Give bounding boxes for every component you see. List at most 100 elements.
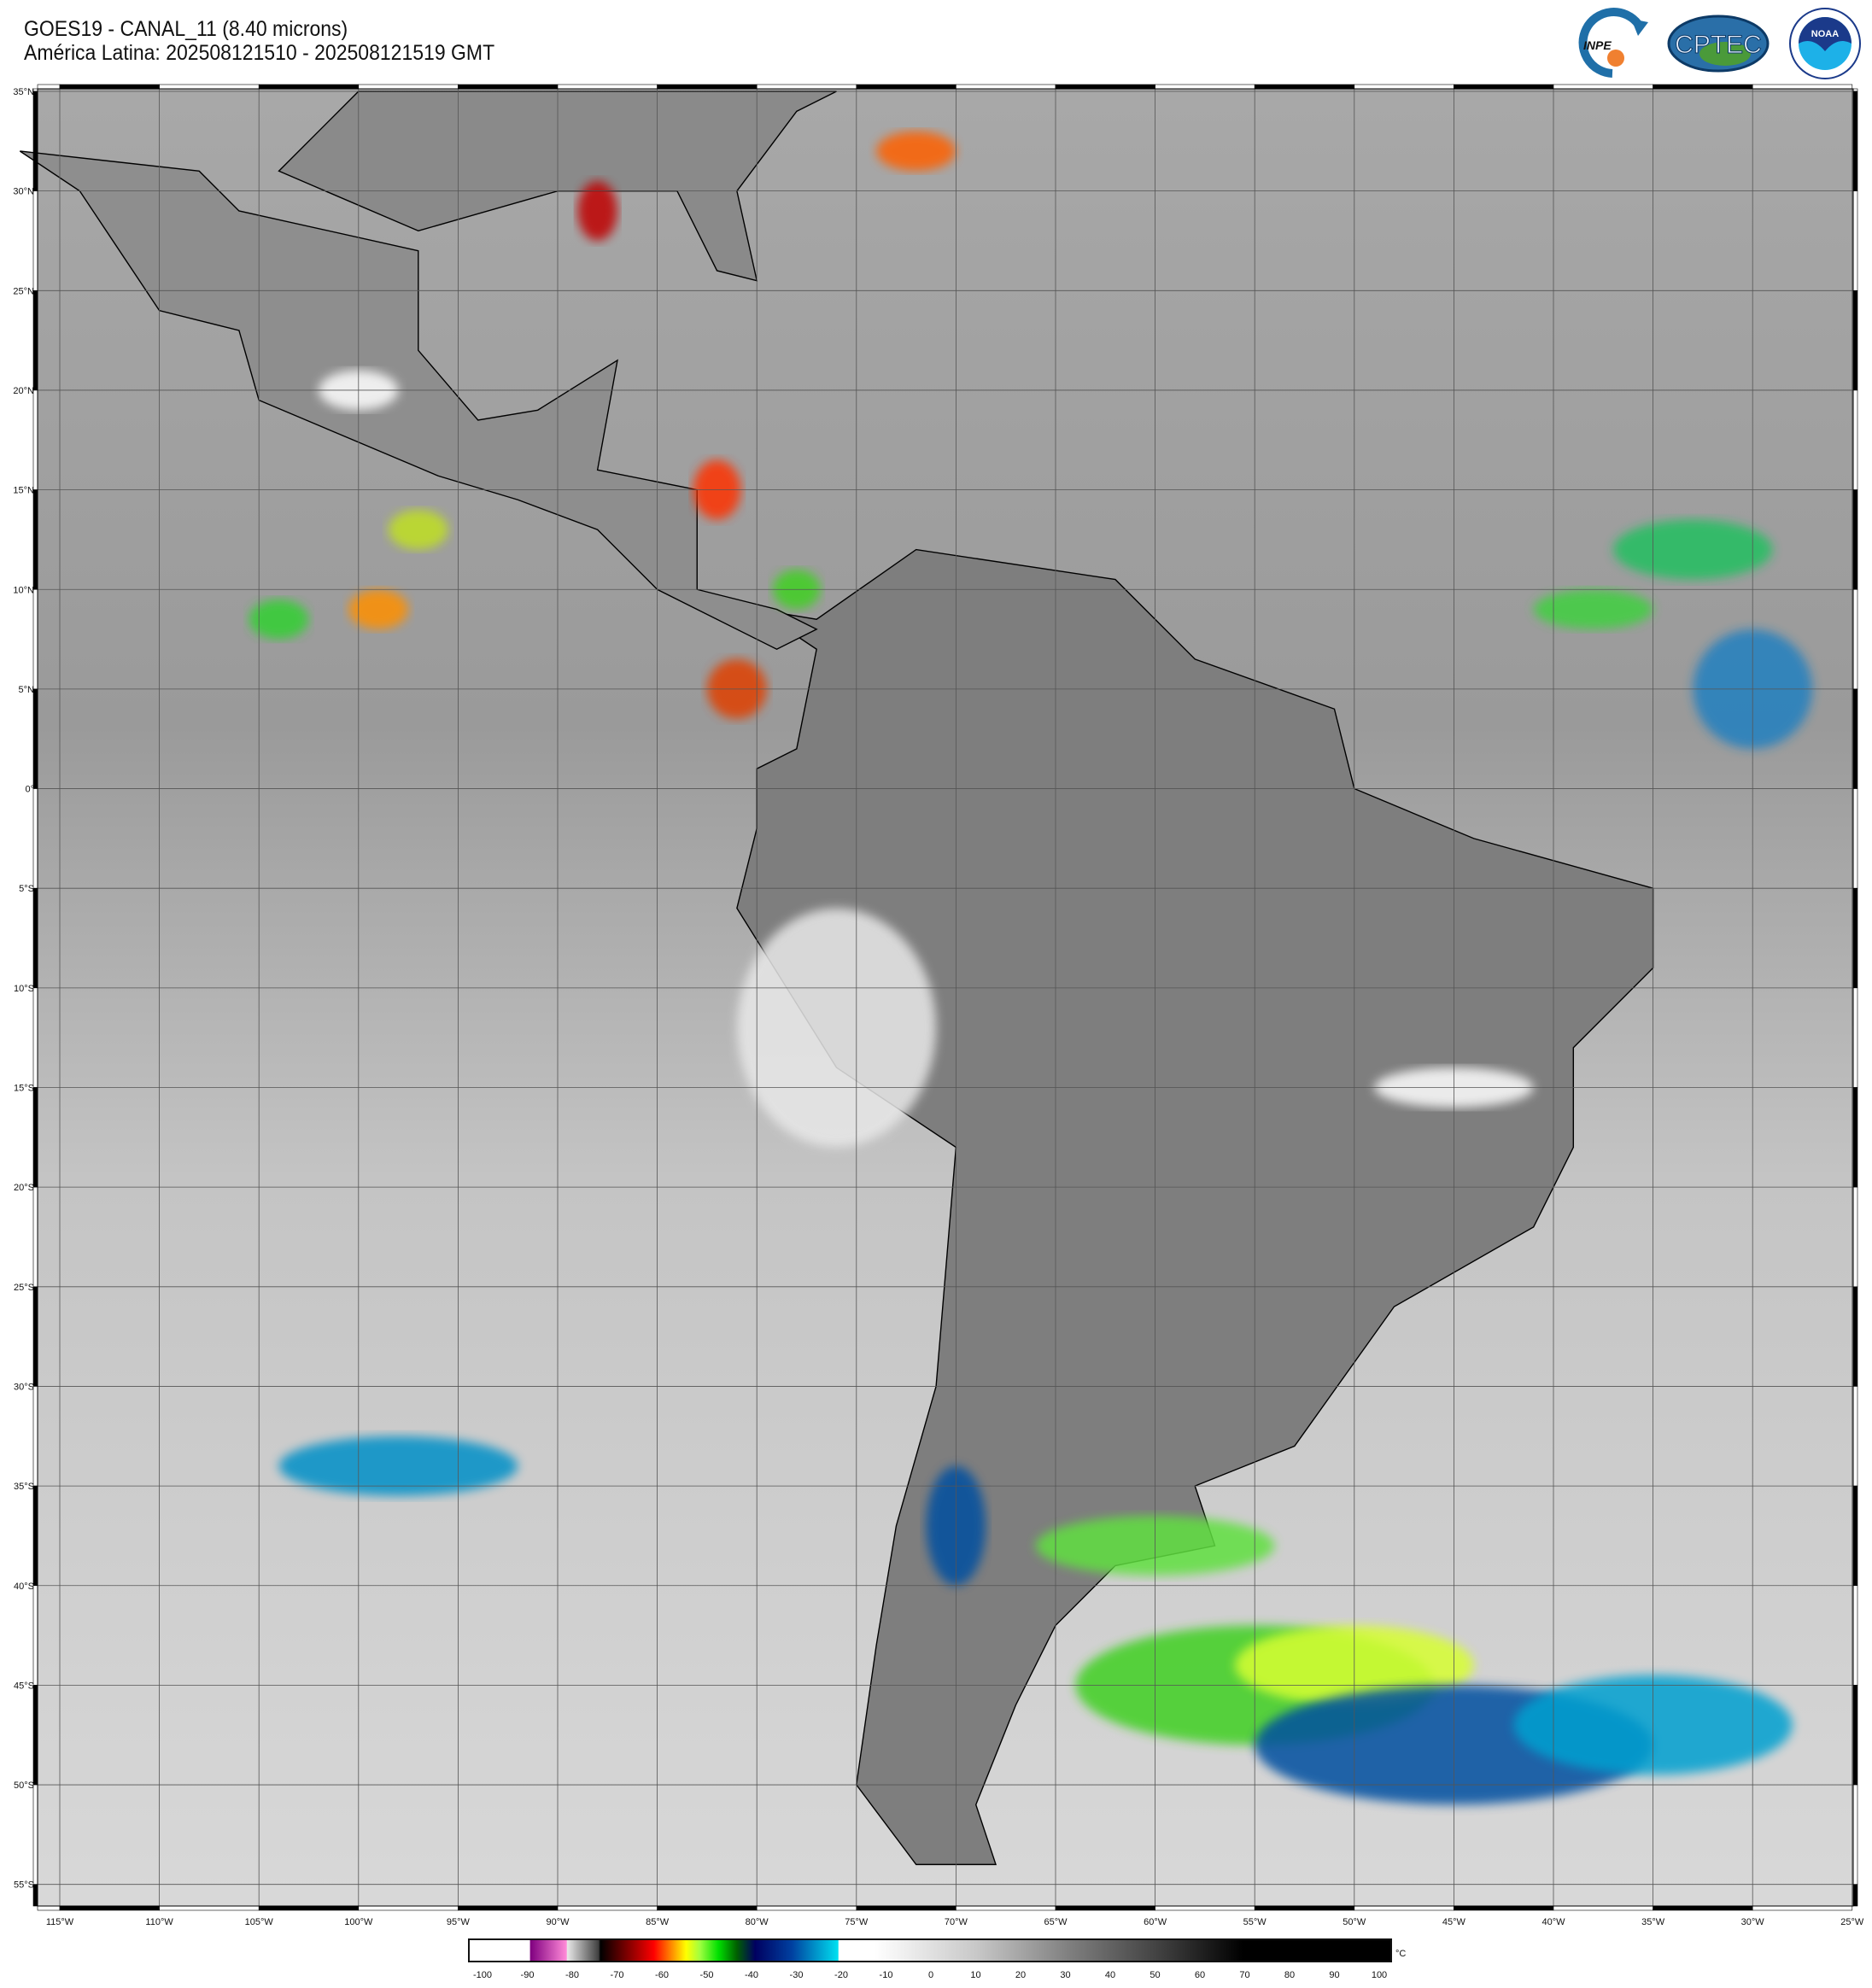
- map-frame-segment: [1254, 84, 1355, 90]
- colorbar-tick-label: 60: [1194, 1970, 1206, 1980]
- longitude-label: 115°W: [46, 1917, 74, 1927]
- noaa-logo: NOAA: [1789, 8, 1861, 79]
- cloud-feature: [278, 1435, 518, 1496]
- map-frame-segment: [458, 1905, 559, 1911]
- map-frame-segment: [1254, 1905, 1355, 1911]
- inpe-logo: INPE: [1578, 8, 1648, 78]
- latitude-label: 30°S: [14, 1382, 34, 1392]
- colorbar-tick-label: -20: [834, 1970, 848, 1980]
- map-frame-segment: [1752, 84, 1853, 90]
- map-frame-segment: [32, 489, 38, 590]
- map-frame-segment: [32, 887, 38, 989]
- map-frame-segment: [32, 1386, 38, 1487]
- map-frame-segment: [1454, 1905, 1554, 1911]
- map-frame-segment: [59, 1905, 160, 1911]
- map-frame-segment: [1852, 190, 1858, 291]
- map-frame-segment: [856, 1905, 956, 1911]
- map-frame-segment: [657, 84, 758, 90]
- longitude-label: 25°W: [1840, 1917, 1864, 1927]
- longitude-label: 50°W: [1343, 1917, 1366, 1927]
- longitude-label: 35°W: [1641, 1917, 1665, 1927]
- map-frame-segment: [557, 84, 658, 90]
- latitude-label: 30°N: [13, 187, 34, 197]
- cloud-feature: [1613, 519, 1773, 580]
- map-frame-segment: [1354, 84, 1454, 90]
- cloud-feature: [736, 908, 936, 1148]
- colorbar-tick-label: -30: [789, 1970, 804, 1980]
- longitude-label: 40°W: [1541, 1917, 1565, 1927]
- map-frame-segment: [32, 91, 38, 191]
- latitude-label: 25°N: [13, 286, 34, 296]
- map-frame-segment: [32, 88, 38, 92]
- latitude-label: 55°S: [14, 1880, 34, 1891]
- longitude-label: 100°W: [344, 1917, 373, 1927]
- longitude-label: 80°W: [746, 1917, 769, 1927]
- map-frame-segment: [756, 1905, 857, 1911]
- map-frame-segment: [32, 1186, 38, 1288]
- svg-text:NOAA: NOAA: [1811, 29, 1839, 39]
- map-frame-segment: [32, 688, 38, 789]
- latitude-label: 20°N: [13, 386, 34, 396]
- colorbar-tick-label: -10: [879, 1970, 893, 1980]
- map-frame-segment: [1852, 688, 1858, 789]
- longitude-label: 60°W: [1144, 1917, 1167, 1927]
- longitude-label: 55°W: [1243, 1917, 1267, 1927]
- cloud-feature: [388, 509, 448, 550]
- map-frame-segment: [1354, 1905, 1454, 1911]
- map-frame-segment: [1055, 84, 1155, 90]
- map-frame-segment: [358, 84, 459, 90]
- map-frame-segment: [1155, 84, 1255, 90]
- map-frame-segment: [756, 84, 857, 90]
- map-frame-segment: [1852, 788, 1858, 889]
- latitude-label: 10°N: [13, 585, 34, 595]
- map-frame-segment: [32, 788, 38, 889]
- colorbar-unit: °C: [1395, 1949, 1407, 1959]
- map-frame-segment: [37, 84, 61, 90]
- longitude-label: 110°W: [145, 1917, 173, 1927]
- latitude-label: 35°S: [14, 1482, 34, 1492]
- colorbar-tick-label: 100: [1371, 1970, 1388, 1980]
- latitude-label: 0°: [25, 785, 34, 795]
- map-frame-segment: [1852, 1485, 1858, 1587]
- map-frame-segment: [1852, 887, 1858, 989]
- map-frame-segment: [32, 1784, 38, 1886]
- map-frame-segment: [1852, 489, 1858, 590]
- longitude-label: 45°W: [1442, 1917, 1466, 1927]
- map-frame-segment: [258, 1905, 360, 1911]
- map-frame-segment: [1852, 1386, 1858, 1487]
- colorbar-tick-label: -50: [699, 1970, 714, 1980]
- longitude-label: 95°W: [447, 1917, 471, 1927]
- map-frame-segment: [32, 588, 38, 690]
- latitude-label: 25°S: [14, 1283, 34, 1293]
- longitude-label: 85°W: [646, 1917, 670, 1927]
- colorbar-tick-label: 50: [1150, 1970, 1161, 1980]
- map-frame-segment: [1852, 1186, 1858, 1288]
- map-frame-segment: [1852, 1884, 1858, 1907]
- map-frame-segment: [856, 84, 956, 90]
- satellite-map[interactable]: 115°W 110°W 105°W 100°W 95°W 90°W 85°W 80°W 75°W…: [0, 0, 1872, 1930]
- map-frame-segment: [1852, 1286, 1858, 1387]
- temperature-colorbar: [468, 1938, 1392, 1962]
- map-frame-segment: [1653, 1905, 1753, 1911]
- cptec-logo: CPTEC: [1667, 15, 1770, 73]
- cloud-feature: [1533, 589, 1653, 629]
- map-frame-segment: [1852, 1087, 1858, 1188]
- map-frame-segment: [1553, 1905, 1653, 1911]
- colorbar-tick-label: 40: [1104, 1970, 1116, 1980]
- map-border: [37, 88, 1854, 1907]
- colorbar-tick-label: -80: [565, 1970, 579, 1980]
- longitude-label: 75°W: [845, 1917, 869, 1927]
- map-frame-segment: [657, 1905, 758, 1911]
- latitude-label: 10°S: [14, 984, 34, 994]
- map-frame-segment: [32, 987, 38, 1088]
- map-frame-segment: [557, 1905, 658, 1911]
- map-frame-segment: [37, 1905, 61, 1911]
- map-frame-segment: [1852, 88, 1858, 92]
- longitude-label: 90°W: [546, 1917, 570, 1927]
- latitude-label: 45°S: [14, 1681, 34, 1691]
- cloud-feature: [348, 589, 409, 629]
- longitude-label: 105°W: [245, 1917, 274, 1927]
- colorbar-tick-label: -40: [745, 1970, 758, 1980]
- map-frame-segment: [1852, 987, 1858, 1088]
- latitude-label: 35°N: [13, 87, 34, 97]
